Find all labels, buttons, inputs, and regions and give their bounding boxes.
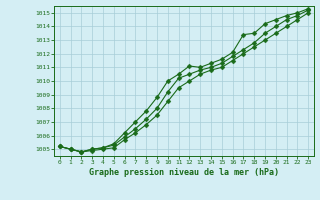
X-axis label: Graphe pression niveau de la mer (hPa): Graphe pression niveau de la mer (hPa)	[89, 168, 279, 177]
